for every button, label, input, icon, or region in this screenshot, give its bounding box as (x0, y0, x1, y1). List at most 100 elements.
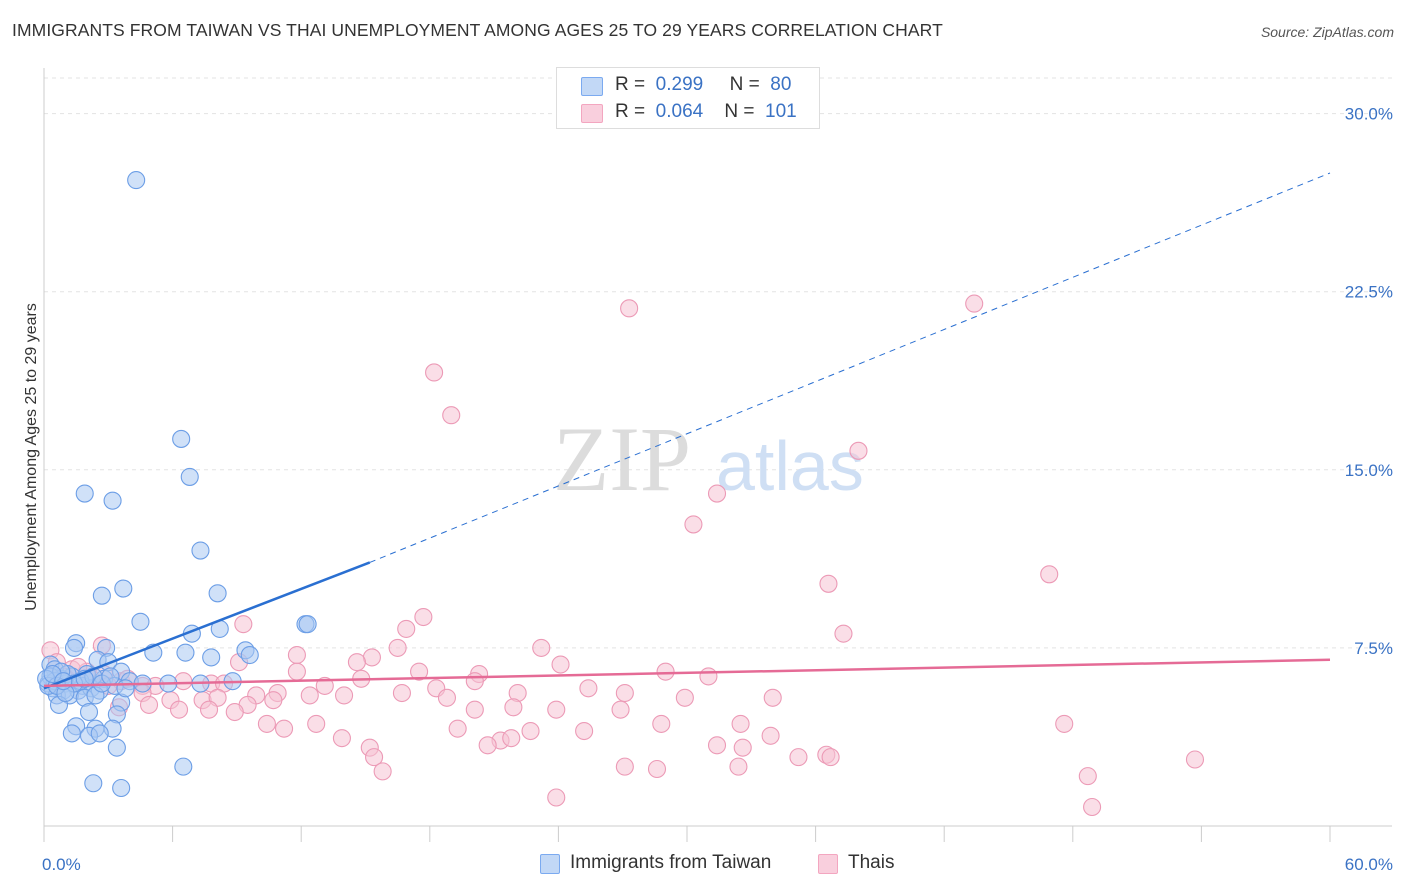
thais-point (347, 653, 366, 672)
thais-point (300, 686, 319, 705)
thais-point (652, 714, 671, 733)
y-axis-label: Unemployment Among Ages 25 to 29 years (23, 303, 40, 611)
taiwan-trend-line (43, 561, 371, 690)
x-tick-label: 60.0% (1345, 855, 1393, 874)
thais-point (834, 624, 853, 643)
thais-point (733, 738, 752, 757)
legend-n-value: 80 (770, 74, 792, 95)
thais-point (275, 719, 294, 738)
taiwan-point (172, 429, 191, 448)
thais-point (615, 757, 634, 776)
thais-point (849, 441, 868, 460)
thais-point (174, 672, 193, 691)
legend-swatch-thais (581, 104, 603, 123)
taiwan-point (191, 541, 210, 560)
trend-lines-dashed (369, 172, 1331, 563)
thais-point (579, 679, 598, 698)
thais-point (335, 686, 354, 705)
watermark: ZIP atlas (553, 408, 864, 510)
thais-point (1185, 750, 1205, 769)
thais-trend-line (43, 658, 1331, 688)
thais-point (257, 714, 276, 733)
taiwan-point (92, 586, 111, 605)
thais-point (620, 299, 639, 318)
thais-point (761, 726, 780, 745)
source-credit: Source: ZipAtlas.com (1260, 24, 1394, 40)
legend-n-label: N = (729, 74, 760, 95)
thais-point (373, 762, 392, 781)
thais-point (731, 714, 750, 733)
taiwan-point (101, 667, 120, 686)
thais-point (502, 729, 521, 748)
watermark-atlas: atlas (716, 427, 864, 505)
taiwan-point (174, 757, 193, 776)
legend-n-value: 101 (765, 101, 797, 122)
legend-swatch-taiwan (540, 854, 560, 874)
correlation-legend: R = 0.299 N = 80 R = 0.064 N = 101 (556, 67, 820, 129)
chart-title: IMMIGRANTS FROM TAIWAN VS THAI UNEMPLOYM… (12, 20, 943, 40)
thais-point (532, 638, 551, 657)
y-tick-label: 15.0% (1345, 461, 1393, 480)
thais-point (1083, 797, 1102, 817)
thais-point (521, 721, 540, 741)
thais-point (478, 736, 497, 755)
trend-lines-solid (43, 561, 1331, 690)
x-tick-label: 0.0% (42, 855, 81, 874)
legend-r-value: 0.064 (655, 101, 704, 122)
taiwan-point (84, 774, 103, 793)
thais-point (332, 729, 351, 748)
thais-point (965, 294, 984, 313)
thais-point (729, 757, 748, 776)
y-tick-label: 30.0% (1345, 105, 1393, 124)
tick-labels: 7.5% 15.0% 22.5% 30.0% 0.0% 60.0% (42, 105, 1393, 874)
taiwan-point (64, 638, 84, 657)
taiwan-point (208, 584, 227, 603)
taiwan-point (202, 648, 221, 667)
thais-point (169, 700, 189, 719)
thais-point (307, 714, 326, 733)
thais-point (287, 662, 306, 681)
taiwan-point (127, 171, 146, 190)
thais-point (647, 759, 667, 779)
thais-point (465, 672, 484, 691)
thais-point (397, 619, 416, 638)
taiwan-point (103, 491, 122, 510)
thais-point (684, 515, 703, 534)
watermark-zip: ZIP (553, 408, 691, 510)
legend-label-taiwan: Immigrants from Taiwan (570, 852, 772, 873)
thais-point (392, 683, 411, 703)
thais-point (437, 688, 456, 707)
taiwan-point (79, 702, 99, 722)
thais-point (504, 698, 523, 717)
taiwan-point (75, 484, 94, 503)
thais-point (707, 484, 727, 503)
thais-point (139, 695, 159, 714)
thais-point (264, 691, 283, 710)
y-tick-label: 22.5% (1345, 283, 1393, 302)
taiwan-point (112, 778, 131, 798)
legend-r-label: R = (615, 101, 646, 122)
y-tick-label: 7.5% (1354, 639, 1393, 658)
thais-point (656, 662, 675, 681)
thais-point (707, 736, 727, 755)
thais-point (819, 574, 838, 593)
thais-point (675, 688, 694, 707)
axes (43, 68, 1392, 842)
thais-point (287, 645, 306, 665)
legend-r-label: R = (615, 74, 646, 95)
legend-r-value: 0.299 (655, 74, 704, 95)
legend-n-label: N = (724, 101, 755, 122)
taiwan-point (90, 724, 109, 743)
thais-point (199, 700, 219, 719)
grid-lines (44, 77, 1392, 649)
taiwan-point (116, 679, 135, 698)
thais-point (1078, 767, 1097, 786)
thais-point (362, 648, 381, 667)
thais-point (234, 615, 253, 634)
taiwan-point (62, 724, 81, 743)
thais-point (315, 676, 334, 695)
thais-point (1055, 714, 1074, 733)
thais-point (699, 667, 718, 686)
thais-point (465, 700, 484, 719)
taiwan-trend-extension (369, 172, 1331, 563)
